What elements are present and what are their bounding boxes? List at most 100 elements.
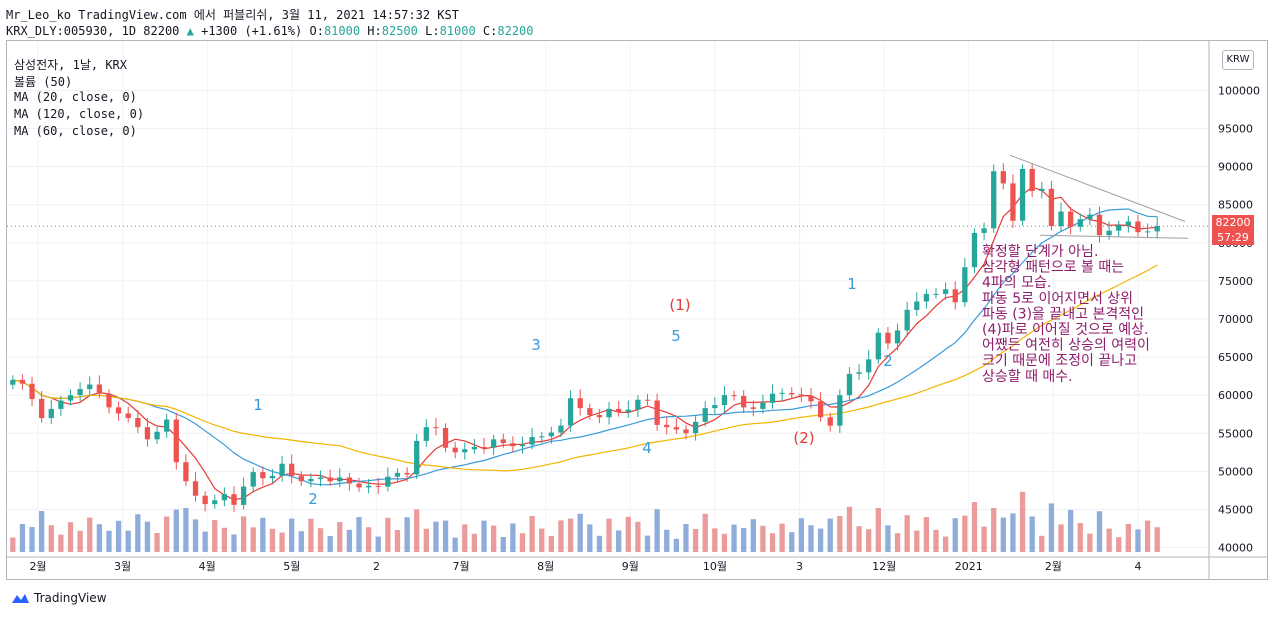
- volume-bar: [115, 520, 122, 552]
- candle-body: [644, 399, 651, 401]
- candle-body: [529, 437, 535, 445]
- candle-body: [269, 475, 276, 479]
- candle-body: [567, 398, 574, 426]
- cloud-icon: [12, 594, 29, 603]
- candle-body: [1029, 168, 1035, 192]
- volume-bar: [1067, 510, 1074, 552]
- volume-bar: [856, 526, 862, 552]
- volume-bar: [731, 524, 737, 552]
- candle-body: [1067, 211, 1074, 227]
- candle-body: [991, 171, 997, 229]
- candle-body: [289, 463, 295, 476]
- candle-body: [1039, 188, 1045, 192]
- candle-body: [856, 372, 862, 374]
- volume-bar: [490, 525, 497, 552]
- price-tick: 45000: [1218, 503, 1253, 516]
- volume-bar: [394, 530, 401, 552]
- up-triangle-icon: ▲: [186, 24, 194, 38]
- candle-body: [490, 439, 497, 448]
- volume-bar: [1000, 517, 1006, 552]
- volume-bar: [942, 536, 949, 552]
- candle-body: [39, 398, 45, 419]
- wave-label: 3: [531, 336, 541, 354]
- volume-bar: [356, 517, 362, 552]
- candle-body: [741, 395, 747, 408]
- note-line: 크기 때문에 조정이 끝나고: [982, 353, 1137, 369]
- candle-body: [808, 395, 814, 402]
- volume-bar: [433, 521, 439, 552]
- candle-body: [375, 485, 381, 487]
- volume-bar: [173, 509, 179, 552]
- candle-body: [769, 393, 776, 403]
- price-tick: 50000: [1218, 465, 1253, 478]
- time-tick: 2월: [1045, 560, 1062, 573]
- volume-bar: [221, 527, 228, 552]
- volume-bar: [183, 508, 189, 552]
- note-line: 파동 (3)을 끝내고 본격적인: [982, 306, 1144, 322]
- candle-body: [77, 389, 83, 396]
- candle-body: [115, 407, 122, 414]
- note-line: 파동 5로 이어지면서 상위: [982, 291, 1133, 307]
- candle-body: [154, 431, 160, 440]
- legend-volume: 볼륨 (50): [14, 75, 73, 89]
- volume-bar: [625, 516, 631, 552]
- close-value: 82200: [497, 24, 534, 38]
- candle-body: [625, 409, 631, 412]
- candle-body: [596, 414, 603, 418]
- volume-bar: [462, 524, 468, 552]
- volume-bar: [327, 536, 333, 552]
- ohlc-line: KRX_DLY:005930, 1D 82200 ▲ +1300 (+1.61%…: [6, 24, 534, 38]
- candle-body: [692, 421, 699, 434]
- candle-body: [923, 293, 930, 302]
- volume-bar: [240, 516, 247, 552]
- tradingview-logo[interactable]: TradingView: [8, 591, 107, 605]
- candle-body: [616, 408, 622, 412]
- volume-bar: [721, 533, 728, 552]
- price-tick: 55000: [1218, 427, 1253, 440]
- candle-body: [635, 399, 641, 410]
- candle-body: [750, 407, 756, 409]
- candle-body: [548, 432, 554, 437]
- candle-body: [1000, 171, 1006, 184]
- volume-bar: [250, 527, 256, 552]
- time-tick: 4: [1135, 560, 1142, 573]
- chart-panel[interactable]: [6, 40, 1268, 580]
- volume-bar: [365, 527, 372, 552]
- candle-body: [125, 413, 131, 419]
- volume-bar: [971, 502, 978, 552]
- volume-bar: [952, 518, 958, 552]
- candle-body: [1096, 214, 1103, 236]
- time-tick: 9월: [622, 560, 639, 573]
- volume-bar: [87, 517, 93, 552]
- candle-body: [298, 475, 304, 482]
- candle-body: [202, 495, 208, 505]
- candle-body: [558, 425, 564, 433]
- candle-body: [760, 402, 766, 409]
- volume-bar: [260, 517, 266, 552]
- low-label: L:: [425, 24, 440, 38]
- time-tick: 7월: [453, 560, 470, 573]
- support-trendline: [1039, 234, 1189, 239]
- high-value: 82500: [381, 24, 418, 38]
- candle-body: [952, 289, 958, 303]
- candle-body: [702, 408, 708, 422]
- volume-bar: [933, 530, 939, 552]
- candle-body: [212, 500, 218, 505]
- publish-info: Mr_Leo_ko TradingView.com 에서 퍼블리쉬, 3월 11…: [6, 8, 459, 22]
- volume-bar: [510, 523, 516, 552]
- volume-bar: [644, 535, 651, 552]
- candle-body: [798, 394, 805, 396]
- candle-body: [1077, 219, 1083, 227]
- currency-badge[interactable]: KRW: [1222, 50, 1254, 70]
- volume-bar: [1106, 528, 1112, 552]
- candle-body: [683, 429, 689, 434]
- candle-body: [365, 485, 372, 488]
- candle-body: [58, 400, 64, 409]
- volume-bar: [164, 516, 170, 552]
- candle-body: [875, 332, 881, 360]
- volume-bar: [135, 514, 141, 552]
- volume-bar: [481, 520, 487, 552]
- volume-bar: [19, 524, 26, 552]
